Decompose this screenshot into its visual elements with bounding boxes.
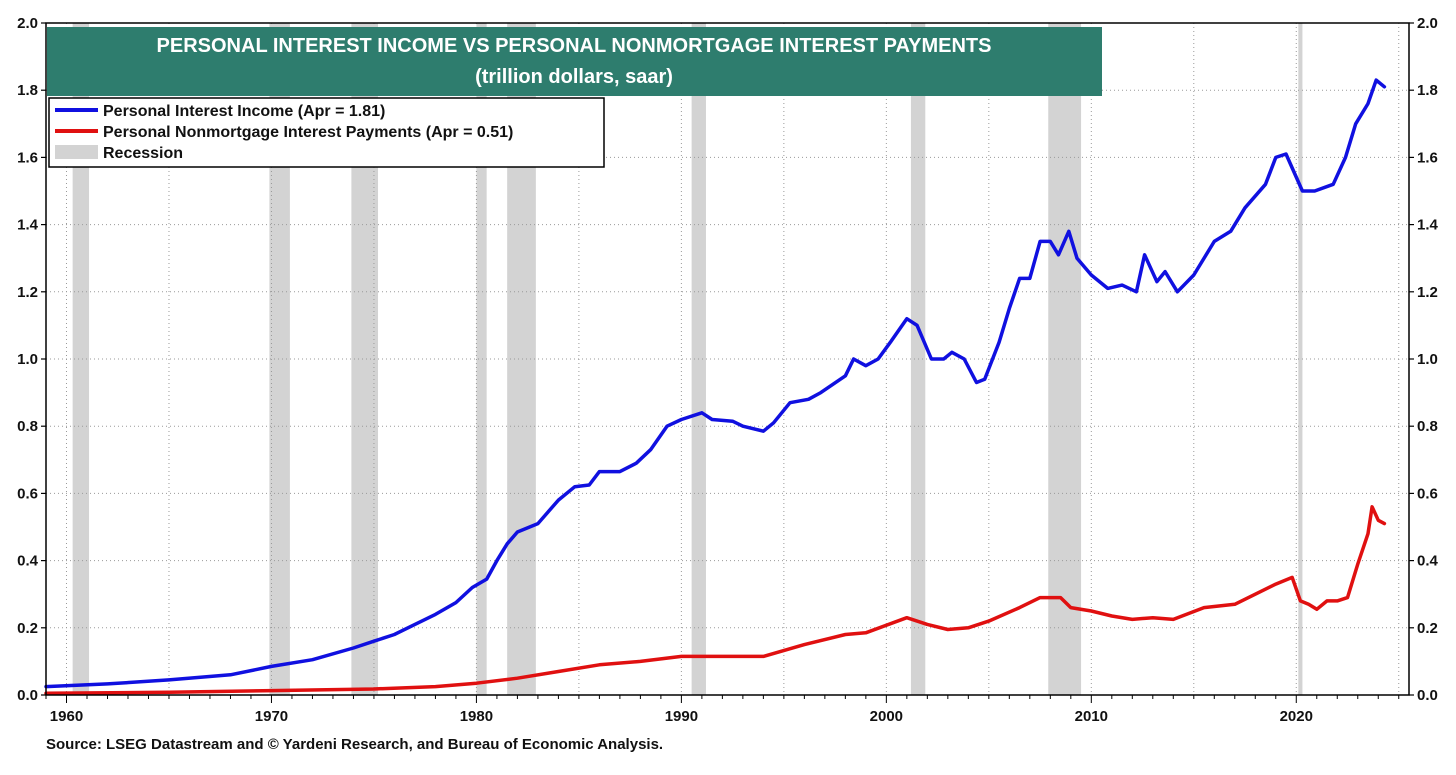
series-line-interest-income [44, 78, 1387, 689]
y-tick-label-right: 0.6 [1417, 485, 1438, 502]
legend-label-recession: Recession [103, 145, 183, 162]
series-lines [44, 78, 1387, 696]
y-tick-label-left: 0.8 [17, 418, 38, 435]
y-tick-label-left: 1.0 [17, 351, 38, 368]
legend-label-payments: Personal Nonmortgage Interest Payments (… [103, 124, 513, 141]
y-tick-label-right: 0.0 [1417, 687, 1438, 704]
title-box: PERSONAL INTEREST INCOME VS PERSONAL NON… [47, 27, 1102, 96]
axes: 0.0 0.0 0.2 0.2 0.4 0.4 0.6 0.6 0.8 0.8 1.0 1.0 1.2 1… [17, 15, 1438, 725]
legend-swatch-recession [55, 145, 98, 159]
chart-title: PERSONAL INTEREST INCOME VS PERSONAL NON… [157, 35, 992, 57]
x-tick-label: 1980 [460, 708, 493, 725]
x-tick-label: 1960 [50, 708, 83, 725]
y-tick-label-right: 2.0 [1417, 15, 1438, 32]
source-note: Source: LSEG Datastream and © Yardeni Re… [46, 736, 664, 753]
y-tick-label-left: 1.6 [17, 149, 38, 166]
recession-band [269, 23, 290, 695]
y-tick-label-left: 1.8 [17, 82, 38, 99]
recession-band [476, 23, 487, 695]
recession-band [72, 23, 90, 695]
y-tick-label-right: 1.2 [1417, 284, 1438, 301]
legend-box [48, 97, 605, 168]
x-tick-label: 1970 [255, 708, 288, 725]
y-tick-label-left: 1.4 [17, 217, 39, 234]
y-tick-label-right: 1.0 [1417, 351, 1438, 368]
legend-label-income: Personal Interest Income (Apr = 1.81) [103, 103, 385, 120]
y-tick-label-right: 0.8 [1417, 418, 1438, 435]
y-tick-label-left: 0.2 [17, 620, 38, 637]
y-tick-label-right: 0.4 [1417, 553, 1439, 570]
legend: Personal Interest Income (Apr = 1.81) Pe… [48, 97, 605, 168]
y-tick-label-right: 0.2 [1417, 620, 1438, 637]
x-tick-label: 2020 [1280, 708, 1313, 725]
y-tick-label-left: 0.6 [17, 485, 38, 502]
y-tick-label-right: 1.6 [1417, 149, 1438, 166]
x-tick-label: 2010 [1075, 708, 1108, 725]
series-line-nonmortgage-payments [44, 505, 1387, 696]
y-tick-label-right: 1.8 [1417, 82, 1438, 99]
y-tick-label-left: 2.0 [17, 15, 38, 32]
x-tick-label: 1990 [665, 708, 698, 725]
y-tick-label-left: 0.4 [17, 553, 39, 570]
chart-subtitle: (trillion dollars, saar) [475, 66, 673, 88]
y-tick-label-left: 0.0 [17, 687, 38, 704]
y-tick-label-left: 1.2 [17, 284, 38, 301]
y-tick-label-right: 1.4 [1417, 217, 1439, 234]
x-tick-label: 2000 [870, 708, 903, 725]
recession-band [1298, 23, 1303, 695]
recession-band [1048, 23, 1082, 695]
